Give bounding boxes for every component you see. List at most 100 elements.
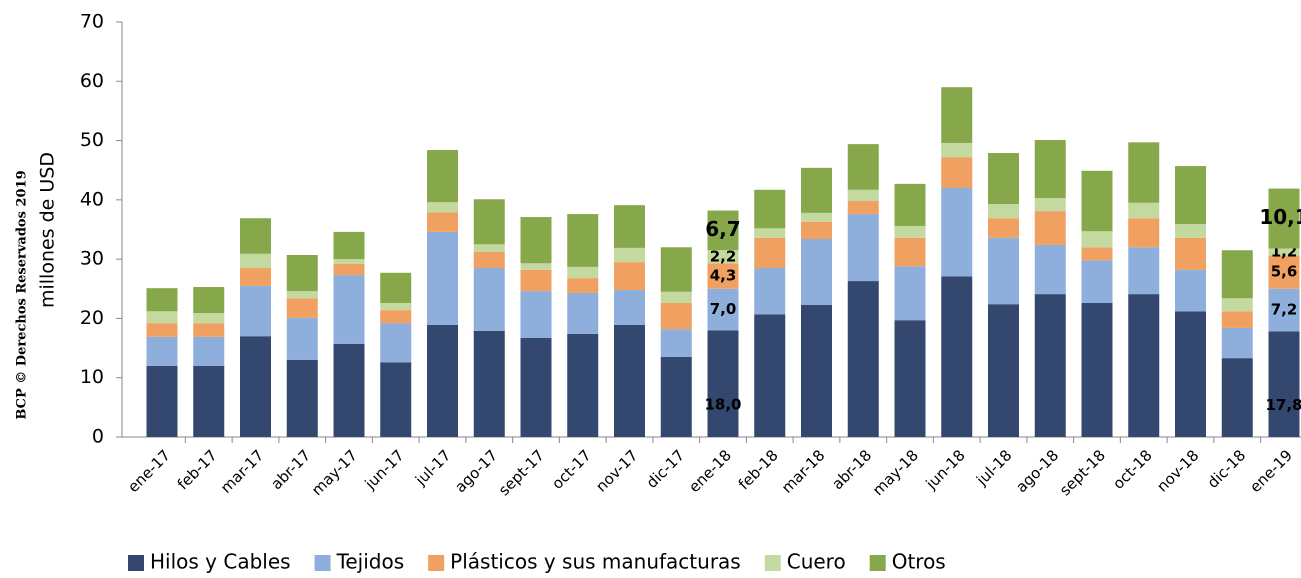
bar-segment <box>754 228 786 238</box>
legend-swatch <box>128 555 144 571</box>
bar-segment <box>941 188 973 277</box>
bar-segment <box>801 238 832 305</box>
bar-segment <box>614 247 645 263</box>
x-tick-label: jul-17 <box>411 446 454 489</box>
value-label: 7,2 <box>1271 301 1298 319</box>
bar-segment <box>146 323 178 337</box>
legend-label: Cuero <box>787 550 846 574</box>
bar-segment <box>801 212 832 222</box>
x-tick-label: ene-19 <box>1246 446 1296 496</box>
bar-segment <box>473 268 505 331</box>
x-tick-label: nov-18 <box>1153 446 1202 495</box>
bar-segment <box>240 253 271 269</box>
bar-segment <box>193 365 225 437</box>
bar-segment <box>193 323 225 337</box>
bar-segment <box>1221 358 1253 437</box>
bar-segment <box>520 291 552 338</box>
bar-segment <box>1221 298 1253 312</box>
x-tick-label: ene-17 <box>124 446 174 496</box>
bar-segment <box>707 250 739 264</box>
legend-label: Otros <box>892 550 946 574</box>
bar-segment <box>1128 294 1160 437</box>
bar-segment <box>847 201 879 215</box>
bar-segment <box>240 336 271 437</box>
side-note: BCP © Derechos Reservados 2019 <box>15 170 30 419</box>
bar-segment <box>707 263 739 289</box>
y-tick-label: 30 <box>80 248 104 270</box>
bar-segment <box>1221 327 1253 359</box>
bar-segment <box>520 269 552 292</box>
x-tick-label: feb-17 <box>174 446 221 493</box>
bar-segment <box>941 276 973 437</box>
value-label: 2,2 <box>710 247 737 265</box>
y-tick-label: 20 <box>80 307 104 329</box>
bar-segment <box>614 205 645 248</box>
bar-segment <box>146 288 178 312</box>
x-tick-label: nov-17 <box>592 446 641 495</box>
bar-segment <box>894 320 926 437</box>
bar-segment <box>473 244 505 253</box>
bar-segment <box>847 189 879 202</box>
bar-segment <box>847 281 879 437</box>
y-tick-label: 40 <box>80 188 104 210</box>
x-tick-label: oct-17 <box>548 446 595 493</box>
bar-segment <box>754 189 786 229</box>
legend-label: Hilos y Cables <box>150 550 291 574</box>
bar-segment <box>660 356 692 437</box>
value-label: 18,0 <box>704 395 741 413</box>
bar-segment <box>1034 211 1066 245</box>
x-tick-label: feb-18 <box>735 446 782 493</box>
x-tick-label: dic-17 <box>643 446 689 492</box>
y-tick-label: 70 <box>80 11 104 33</box>
y-tick-label: 0 <box>92 426 104 448</box>
bar-segment <box>988 237 1019 305</box>
bar-segment <box>380 303 412 311</box>
bar-segment <box>1268 248 1300 256</box>
bar-segment <box>427 150 458 203</box>
bar-segment <box>146 365 178 437</box>
bar-segment <box>1268 288 1300 332</box>
bar-segment <box>1034 198 1066 212</box>
bar-segment <box>707 330 739 437</box>
bar-segment <box>333 263 365 276</box>
bar-segment <box>894 266 926 321</box>
bar-segment <box>660 303 692 330</box>
bar-segment <box>333 231 365 260</box>
bar-segment <box>1268 255 1300 289</box>
bar-segment <box>1175 224 1206 238</box>
bar-segment <box>754 314 786 437</box>
bar-segment <box>286 298 318 318</box>
bar-segment <box>333 343 365 437</box>
x-tick-label: mar-18 <box>778 446 829 497</box>
bar-segment <box>1128 202 1160 219</box>
bar-segment <box>847 214 879 282</box>
bar-segment <box>1081 231 1113 248</box>
value-label: 6,7 <box>705 217 740 241</box>
bar-segment <box>1034 294 1066 437</box>
x-tick-label: mar-17 <box>217 446 268 497</box>
bar-segment <box>473 330 505 437</box>
bar-segment <box>1221 311 1253 328</box>
value-label: 5,6 <box>1271 263 1298 281</box>
bar-segment <box>146 336 178 366</box>
bar-segment <box>614 289 645 325</box>
bar-segment <box>1221 250 1253 299</box>
x-tick-label: sept-18 <box>1056 446 1109 499</box>
bar-segment <box>286 317 318 360</box>
x-tick-label: jun-18 <box>922 446 969 493</box>
bar-segment <box>567 214 599 267</box>
bar-segment <box>1175 237 1206 270</box>
legend-swatch <box>428 555 445 571</box>
x-tick-label: jul-18 <box>972 446 1015 489</box>
value-label: 7,0 <box>710 300 737 318</box>
bar-segment <box>567 278 599 293</box>
bar-segment <box>520 263 552 270</box>
bar-segment <box>333 275 365 344</box>
bar-segment <box>567 333 599 437</box>
bar-segment <box>801 167 832 213</box>
bar-segment <box>1081 303 1113 437</box>
bar-segment <box>988 204 1019 219</box>
bar-segment <box>193 336 225 366</box>
bar-segment <box>754 268 786 315</box>
